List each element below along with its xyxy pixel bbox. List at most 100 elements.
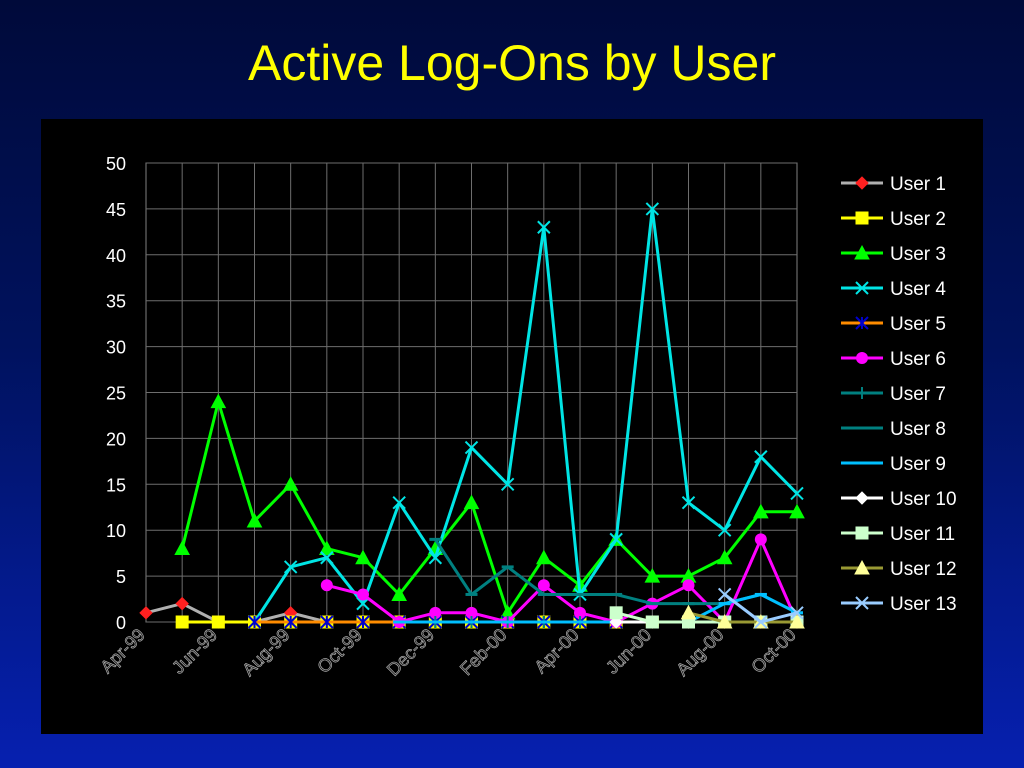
data-point [790, 486, 804, 501]
chart-panel: 0 5 10 15 20 25 30 35 40 45 50 Apr-99 Jun-99 Aug-99 O… [41, 119, 983, 734]
data-point [139, 606, 153, 620]
legend-entry: User 3 [841, 244, 946, 265]
legend-entry: User 9 [841, 454, 946, 475]
data-point [716, 549, 733, 565]
y-tick-label: 5 [116, 567, 126, 587]
data-point [318, 540, 335, 556]
legend-marker [854, 559, 870, 575]
data-point [644, 568, 661, 583]
series-lines [139, 202, 805, 629]
data-point [247, 615, 262, 629]
y-tick-label: 40 [106, 246, 126, 266]
data-point [283, 560, 298, 574]
data-point [680, 604, 697, 620]
data-point [645, 615, 659, 629]
x-tick-label: Jun-00 [602, 625, 655, 678]
data-point [391, 586, 408, 601]
legend-marker [855, 281, 869, 295]
data-point [717, 587, 732, 602]
legend-entry: User 11 [841, 524, 955, 545]
legend-marker [855, 176, 869, 190]
data-point [282, 476, 299, 491]
legend-label: User 9 [890, 454, 946, 475]
legend-label: User 3 [890, 244, 946, 265]
data-point [429, 606, 442, 619]
series-user-13 [717, 587, 804, 629]
series-line [399, 593, 798, 624]
data-point [465, 606, 478, 619]
data-point [681, 495, 696, 510]
data-point [535, 549, 552, 565]
data-point [210, 393, 227, 409]
legend-marker [856, 387, 868, 399]
y-tick-label: 20 [106, 429, 126, 449]
data-point [789, 503, 805, 519]
legend-label: User 7 [890, 384, 946, 405]
y-tick-label: 50 [106, 154, 126, 174]
legend-entry: User 6 [841, 349, 946, 370]
x-tick-label: Apr-00 [530, 625, 582, 677]
x-tick-label: Feb-00 [456, 625, 510, 679]
x-axis-ticks: Apr-99 Jun-99 Aug-99 Oct-99 Dec-99 Feb-00 Apr-… [96, 624, 800, 680]
series-user-4 [247, 202, 804, 629]
x-tick-label: Dec-99 [383, 625, 438, 680]
data-point [175, 615, 189, 629]
legend-label: User 8 [890, 419, 946, 440]
legend-label: User 4 [890, 279, 946, 300]
data-point [754, 533, 767, 546]
data-point [175, 596, 189, 611]
data-point [537, 579, 550, 592]
data-point [574, 606, 586, 619]
legend-marker [855, 491, 869, 505]
data-point [428, 551, 443, 565]
data-point [356, 615, 370, 629]
legend-entry: User 10 [841, 489, 957, 510]
x-tick-label: Aug-99 [238, 625, 293, 680]
data-point [320, 579, 333, 592]
data-point [789, 613, 805, 629]
data-point [645, 202, 660, 216]
y-tick-label: 15 [106, 475, 126, 495]
data-point [283, 615, 298, 629]
data-point [356, 596, 370, 611]
data-point [320, 551, 334, 565]
legend-label: User 13 [890, 594, 957, 615]
series-line [688, 611, 797, 624]
legend-marker [855, 596, 869, 610]
data-point [392, 495, 406, 510]
data-point [463, 494, 480, 510]
series-line [253, 207, 799, 623]
legend-label: User 5 [890, 314, 946, 335]
legend-marker [855, 211, 869, 225]
data-point [609, 532, 623, 547]
slide-title: Active Log-Ons by User [248, 35, 776, 91]
legend-entry: User 13 [841, 594, 957, 615]
legend-marker [855, 526, 869, 540]
y-axis-ticks: 0 5 10 15 20 25 30 35 40 45 50 [106, 154, 126, 633]
data-point [682, 579, 695, 592]
legend-entry: User 7 [841, 384, 946, 405]
legend-label: User 2 [890, 209, 946, 230]
legend-entry: User 8 [841, 419, 946, 440]
legend-entry: User 2 [841, 209, 946, 230]
data-point [790, 606, 804, 620]
legend-entry: User 1 [841, 174, 946, 195]
y-tick-label: 10 [106, 521, 126, 541]
data-point [174, 540, 191, 556]
data-point [716, 613, 733, 629]
data-point [537, 220, 551, 234]
data-point [211, 615, 225, 629]
y-tick-label: 30 [106, 338, 126, 358]
data-point [464, 440, 479, 455]
y-tick-label: 0 [116, 613, 126, 633]
data-point [752, 503, 769, 519]
data-point [717, 523, 732, 537]
legend-label: User 1 [890, 174, 946, 195]
legend-label: User 6 [890, 349, 946, 370]
y-tick-label: 45 [106, 200, 126, 220]
data-point [754, 615, 768, 629]
data-point [320, 615, 334, 629]
x-tick-label: Aug-00 [672, 625, 727, 680]
legend: User 1 User 2 User 3 User 4 User 5 User 6 User… [841, 174, 957, 615]
